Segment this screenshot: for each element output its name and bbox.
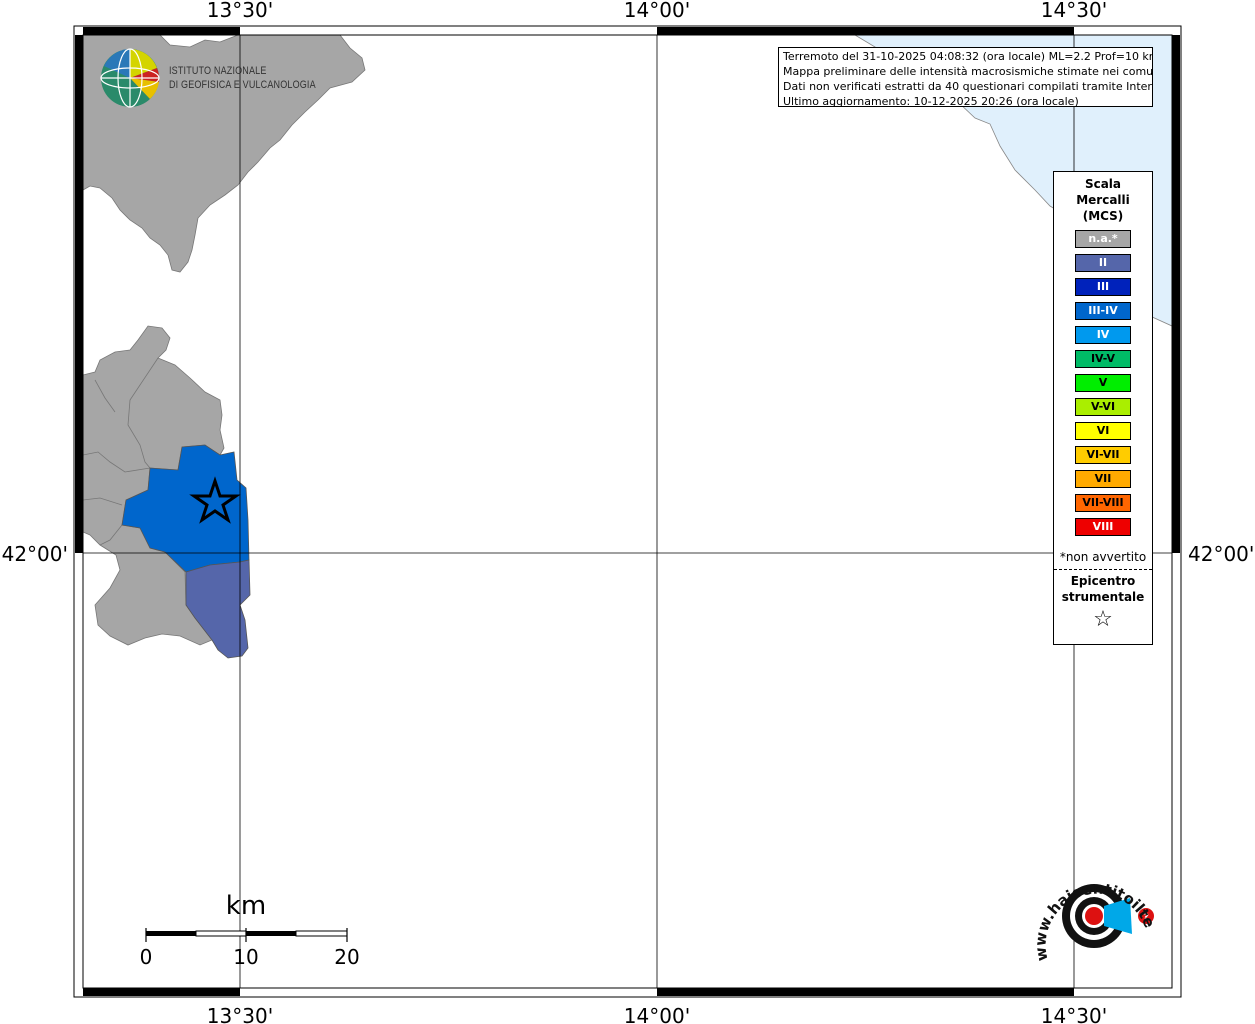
legend-swatch: VI xyxy=(1075,422,1131,440)
legend-swatch: VII xyxy=(1075,470,1131,488)
info-line: Ultimo aggiornamento: 10-12-2025 20:26 (… xyxy=(783,95,1079,107)
frame-segment xyxy=(657,988,1074,996)
svg-text:?: ? xyxy=(1143,912,1149,923)
legend-swatch: IV xyxy=(1075,326,1131,344)
ingv-logo-text: ISTITUTO NAZIONALE DI GEOFISICA E VULCAN… xyxy=(169,64,316,92)
info-line: Mappa preliminare delle intensità macros… xyxy=(783,65,1153,78)
frame-segment xyxy=(1172,35,1180,553)
epicentre-star[interactable] xyxy=(189,476,241,524)
legend-title-line: Scala xyxy=(1084,177,1122,191)
legend-divider xyxy=(1054,569,1152,570)
frame-segment xyxy=(657,27,1074,35)
legend-swatch: VIII xyxy=(1075,518,1131,536)
municipal-borders xyxy=(83,357,159,546)
legend-swatch: VII-VIII xyxy=(1075,494,1131,512)
legend-swatch: n.a.* xyxy=(1075,230,1131,248)
lon-tick-label: 14°00' xyxy=(624,1004,690,1024)
legend-swatch: V xyxy=(1075,374,1131,392)
lon-tick-label: 13°30' xyxy=(207,0,273,22)
legend-swatch: III xyxy=(1075,278,1131,296)
scale-bar-label: 0 xyxy=(140,945,153,969)
lat-tick-label: 42°00' xyxy=(1188,542,1254,566)
legend-epicentre-label: Epicentro strumentale xyxy=(1054,573,1152,605)
lon-tick-label: 14°00' xyxy=(624,0,690,22)
info-line: Terremoto del 31-10-2025 04:08:32 (ora l… xyxy=(783,50,1153,63)
ingv-logo-icon xyxy=(100,48,160,108)
scale-bar xyxy=(145,928,348,942)
earthquake-info-box: Terremoto del 31-10-2025 04:08:32 (ora l… xyxy=(778,47,1153,107)
legend-epicentre-line: strumentale xyxy=(1061,590,1145,604)
ingv-logo-line: ISTITUTO NAZIONALE xyxy=(169,65,267,77)
ingv-logo-line: DI GEOFISICA E VULCANOLOGIA xyxy=(169,79,316,91)
legend-swatch: IV-V xyxy=(1075,350,1131,368)
lon-tick-label: 14°30' xyxy=(1041,0,1107,22)
frame-segment xyxy=(83,27,240,35)
legend-swatch: II xyxy=(1075,254,1131,272)
region-intensity-II[interactable] xyxy=(185,559,251,659)
legend-title: Scala Mercalli (MCS) xyxy=(1054,176,1152,224)
scale-bar-unit: km xyxy=(226,891,266,921)
legend-classes: n.a.* II III III-IV IV IV-V V V-VI VI VI-VII VII VI… xyxy=(1054,230,1152,536)
legend-title-line: (MCS) xyxy=(1082,209,1124,223)
star-icon: ☆ xyxy=(1093,607,1113,632)
legend-title-line: Mercalli xyxy=(1076,193,1130,207)
frame-segment xyxy=(75,35,83,553)
lat-tick-label: 42°00' xyxy=(2,542,68,566)
info-line: Dati non verificati estratti da 40 quest… xyxy=(783,80,1153,93)
lon-tick-label: 14°30' xyxy=(1041,1004,1107,1024)
lon-tick-label: 13°30' xyxy=(207,1004,273,1024)
scale-bar-label: 20 xyxy=(334,945,359,969)
legend-swatch: III-IV xyxy=(1075,302,1131,320)
legend-note: *non avvertito xyxy=(1059,550,1147,564)
mcs-legend: Scala Mercalli (MCS) n.a.* II III III-IV IV I… xyxy=(1053,171,1153,645)
legend-epicentre-line: Epicentro xyxy=(1070,574,1136,588)
legend-swatch: V-VI xyxy=(1075,398,1131,416)
legend-swatch: VI-VII xyxy=(1075,446,1131,464)
map-frame-outer xyxy=(73,25,1182,998)
frame-segment xyxy=(83,988,240,996)
scale-bar-label: 10 xyxy=(233,945,258,969)
